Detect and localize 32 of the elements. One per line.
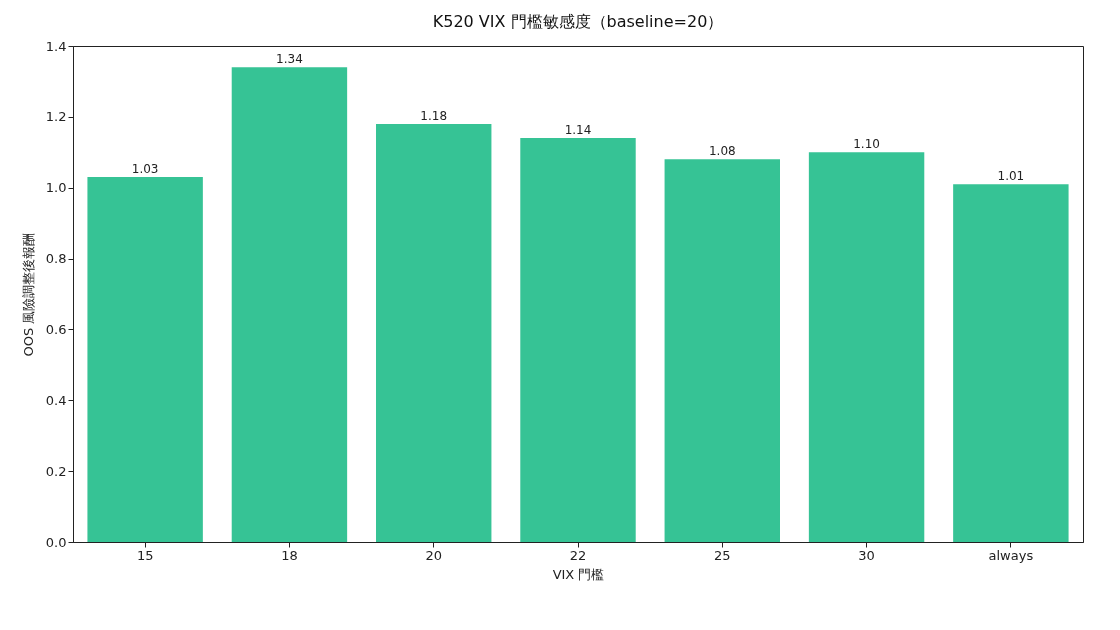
y-tick-label: 0.8 [45, 251, 67, 267]
x-tick-label: 25 [714, 547, 731, 563]
y-tick-label: 1.4 [45, 38, 67, 54]
y-tick-label: 1.0 [45, 180, 67, 196]
bar [808, 152, 925, 542]
x-tick-label: always [988, 547, 1034, 563]
x-tick-label: 20 [425, 547, 442, 563]
x-tick-label: 18 [281, 547, 298, 563]
chart-title: K520 VIX 門檻敏感度（baseline=20） [432, 12, 724, 31]
bar [87, 177, 203, 542]
bar [953, 184, 1069, 542]
x-axis-title: VIX 門檻 [552, 566, 605, 582]
y-tick-label: 1.2 [45, 109, 67, 125]
data-label: 1.08 [708, 144, 736, 159]
y-tick-label: 0.4 [45, 392, 67, 408]
x-tick-label: 15 [136, 547, 154, 563]
bar [231, 67, 348, 542]
data-label: 1.03 [131, 162, 159, 177]
data-label: 1.10 [853, 137, 880, 152]
y-axis-title: OOS 風險調整後報酬 [20, 232, 36, 357]
bar [376, 123, 492, 542]
data-label: 1.14 [564, 123, 592, 138]
y-tick-label: 0.2 [45, 463, 67, 479]
data-label: 1.34 [276, 52, 303, 67]
y-tick-label: 0.6 [45, 321, 67, 337]
bar [664, 159, 780, 542]
x-tick-label: 22 [569, 547, 587, 563]
bar [520, 138, 636, 542]
x-tick-label: 30 [858, 547, 875, 563]
y-tick-label: 0.0 [45, 534, 67, 550]
data-label: 1.01 [997, 169, 1025, 184]
data-label: 1.18 [420, 108, 448, 123]
